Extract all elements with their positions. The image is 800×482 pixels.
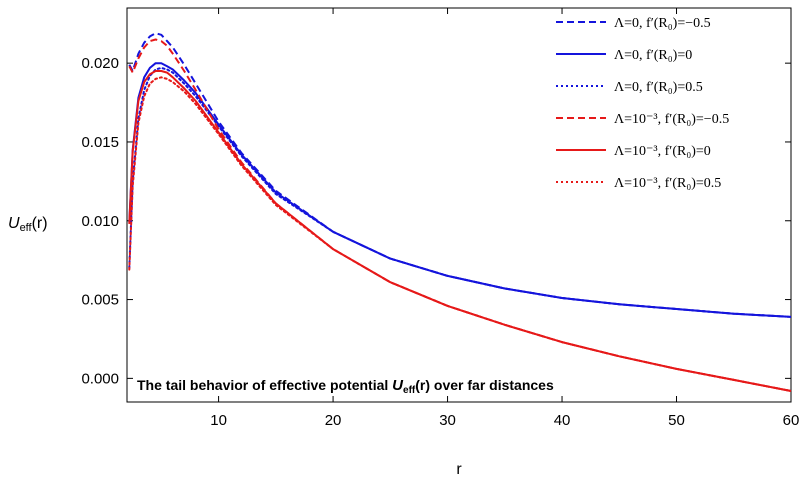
annotation-symbol: U bbox=[392, 377, 404, 394]
x-tick-label: 40 bbox=[554, 412, 571, 429]
legend-label-4: Λ=10⁻³, f′(R₀)=−0.5 bbox=[614, 112, 729, 127]
y-axis-label: Ueff(r) bbox=[8, 215, 48, 234]
series-lines bbox=[128, 32, 792, 392]
plot-frame bbox=[126, 7, 792, 403]
annotation-subscript: eff bbox=[403, 385, 416, 396]
y-tick-label: 0.015 bbox=[81, 134, 119, 151]
y-axis-label-subscript: eff bbox=[20, 222, 33, 234]
series-line-6 bbox=[128, 76, 792, 392]
annotation-prefix: The tail behavior of effective potential bbox=[137, 377, 392, 393]
x-tick-label: 60 bbox=[783, 412, 800, 429]
legend-label-5: Λ=10⁻³, f′(R₀)=0 bbox=[614, 144, 711, 159]
y-axis-label-symbol: U bbox=[8, 215, 20, 232]
y-axis-label-tail: (r) bbox=[32, 215, 48, 232]
x-tick-label: 30 bbox=[439, 412, 456, 429]
x-tick-label: 50 bbox=[668, 412, 685, 429]
series-line-3 bbox=[128, 66, 792, 318]
annotation-suffix: (r) over far distances bbox=[415, 377, 554, 393]
x-tick-label: 10 bbox=[210, 412, 227, 429]
y-tick-label: 0.010 bbox=[81, 213, 119, 230]
axis-ticks: 10 20 30 40 50 60 0.000 0.005 0.010 0.015 0.020 bbox=[81, 8, 799, 429]
legend-label-6: Λ=10⁻³, f′(R₀)=0.5 bbox=[614, 176, 721, 191]
y-tick-label: 0.020 bbox=[81, 55, 119, 72]
legend-label-2: Λ=0, f′(R₀)=0 bbox=[614, 48, 692, 63]
legend-label-3: Λ=0, f′(R₀)=0.5 bbox=[614, 80, 703, 95]
legend-label-1: Λ=0, f′(R₀)=−0.5 bbox=[614, 16, 711, 31]
legend: Λ=0, f′(R₀)=−0.5 Λ=0, f′(R₀)=0 Λ=0, f′(R₀)… bbox=[556, 16, 729, 191]
y-tick-label: 0.000 bbox=[81, 370, 119, 387]
annotation: The tail behavior of effective potential… bbox=[137, 377, 554, 396]
x-axis-label: r bbox=[456, 461, 462, 478]
x-tick-label: 20 bbox=[325, 412, 342, 429]
y-tick-label: 0.005 bbox=[81, 292, 119, 309]
